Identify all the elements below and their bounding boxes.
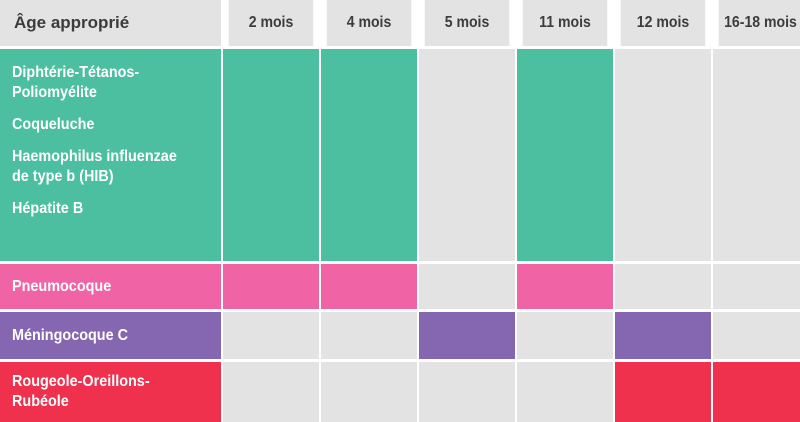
vaccine-label-line: Méningocoque C: [12, 326, 129, 344]
column-header-11-mois: 11 mois: [522, 0, 608, 46]
vaccine-label-line: Haemophilus influenzae: [12, 148, 177, 165]
vaccine-label-line: Poliomyélite: [12, 84, 97, 101]
vaccine-label-meningocoque-c: Méningocoque C: [0, 312, 221, 359]
column-header-16-18-mois: 16-18 mois: [718, 0, 800, 46]
vaccine-label-line: Rougeole-Oreillons-: [12, 373, 150, 390]
age-header-label: Âge approprié: [14, 13, 130, 32]
schedule-cell: [223, 362, 319, 422]
column-header-4-mois: 4 mois: [326, 0, 412, 46]
column-header-5-mois: 5 mois: [424, 0, 510, 46]
vaccine-hib: Haemophilus influenzae de type b (HIB): [12, 147, 215, 187]
schedule-cell: [223, 49, 319, 261]
vaccine-dtp: Diphtérie-Tétanos- Poliomyélite: [12, 63, 215, 103]
vaccine-label-line: Hépatite B: [12, 200, 84, 217]
schedule-cell: [223, 312, 319, 359]
schedule-cell: [713, 264, 800, 309]
schedule-cell: [615, 312, 711, 359]
vaccine-label-dtp-group: Diphtérie-Tétanos- Poliomyélite Coqueluc…: [0, 49, 221, 261]
column-header-label: 2 mois: [248, 14, 294, 31]
schedule-cell: [517, 49, 613, 261]
schedule-cell: [615, 362, 711, 422]
schedule-cell: [419, 264, 515, 309]
schedule-cell: [321, 362, 417, 422]
column-header-2-mois: 2 mois: [228, 0, 314, 46]
schedule-cell: [419, 49, 515, 261]
vaccine-label-line: Rubéole: [12, 393, 69, 410]
schedule-cell: [615, 49, 711, 261]
vaccine-label-pneumocoque: Pneumocoque: [0, 264, 221, 309]
column-header-label: 4 mois: [346, 14, 392, 31]
vaccine-label-line: Diphtérie-Tétanos-: [12, 64, 140, 81]
schedule-cell: [713, 49, 800, 261]
vaccine-label-line: de type b (HIB): [12, 168, 114, 185]
schedule-cell: [713, 312, 800, 359]
schedule-cell: [321, 264, 417, 309]
schedule-cell: [517, 312, 613, 359]
schedule-cell: [321, 49, 417, 261]
vaccine-label-line: Coqueluche: [12, 116, 95, 133]
age-header-cell: Âge approprié: [0, 0, 221, 46]
schedule-cell: [419, 312, 515, 359]
schedule-cell: [713, 362, 800, 422]
column-header-label: 16-18 mois: [724, 14, 797, 31]
column-header-label: 5 mois: [444, 14, 490, 31]
schedule-cell: [517, 264, 613, 309]
schedule-cell: [517, 362, 613, 422]
schedule-cell: [615, 264, 711, 309]
vaccine-hepatite-b: Hépatite B: [12, 199, 215, 219]
schedule-cell: [223, 264, 319, 309]
column-header-12-mois: 12 mois: [620, 0, 706, 46]
column-header-label: 12 mois: [636, 14, 690, 31]
schedule-cell: [419, 362, 515, 422]
vaccine-label-line: Pneumocoque: [12, 277, 112, 295]
vaccine-label-ror: Rougeole-Oreillons- Rubéole: [0, 362, 221, 422]
vaccine-coqueluche: Coqueluche: [12, 115, 215, 135]
schedule-cell: [321, 312, 417, 359]
column-header-label: 11 mois: [539, 14, 591, 31]
